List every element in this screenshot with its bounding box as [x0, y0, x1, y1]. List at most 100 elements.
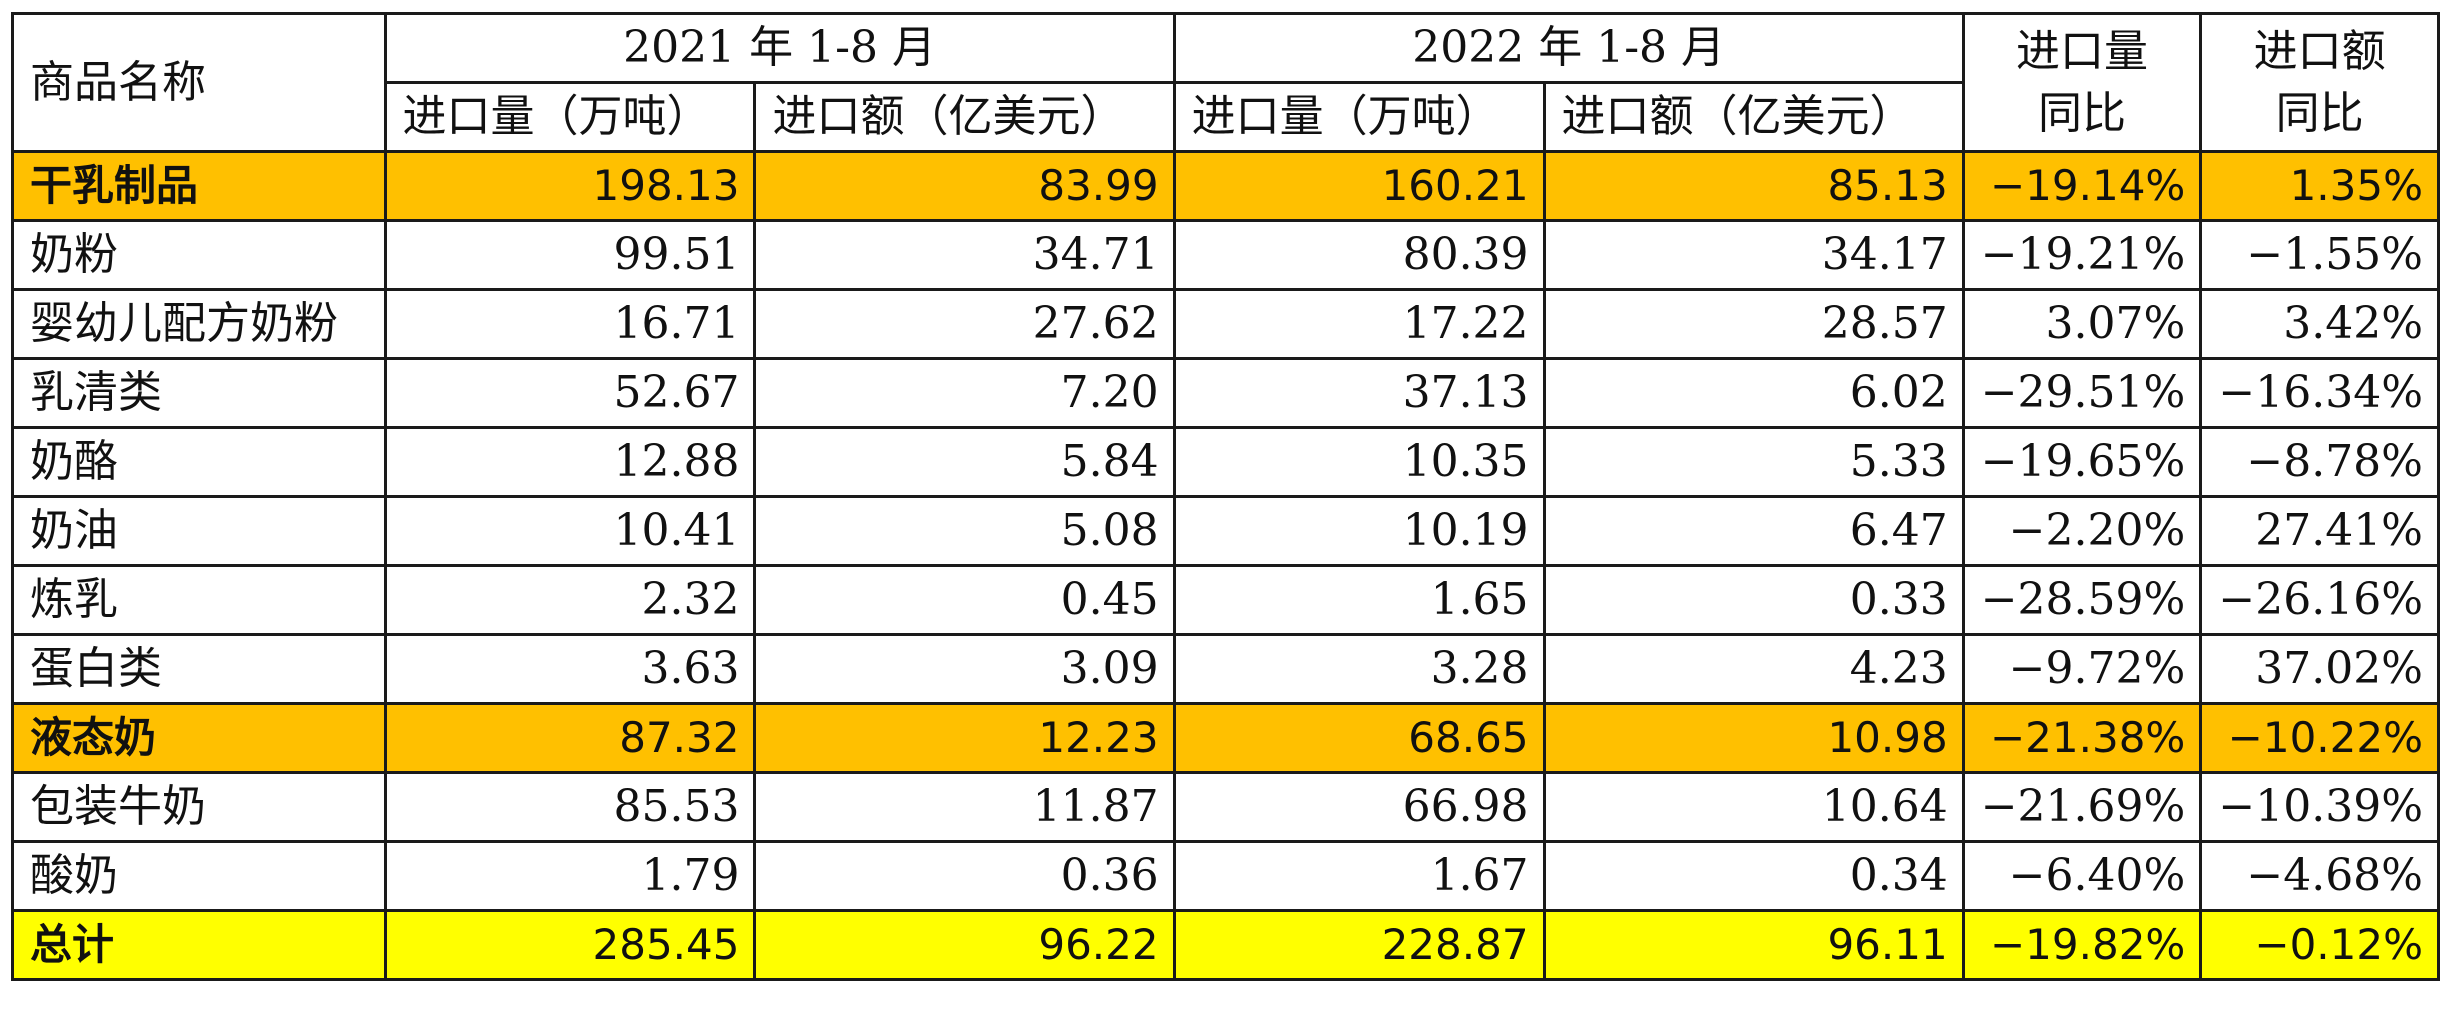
product-name-cell: 炼乳 — [11, 564, 387, 636]
import-qty-2022-cell: 10.19 — [1172, 495, 1546, 567]
import-value-2022-cell: 10.64 — [1542, 771, 1965, 843]
import-qty-yoy-cell: −19.21% — [1961, 219, 2203, 291]
header-qty-yoy: 进口量 同比 — [1961, 12, 2203, 153]
total-row: 总计 285.45 96.22 228.87 96.11 −19.82% −0.12% — [11, 909, 2440, 981]
import-qty-2021-cell: 1.79 — [383, 840, 757, 912]
subtotal-row: 干乳制品 198.13 83.99 160.21 85.13 −19.14% 1.35% — [11, 150, 2440, 222]
header-name: 商品名称 — [11, 12, 387, 153]
product-name-cell: 婴幼儿配方奶粉 — [11, 288, 387, 360]
import-value-2022-cell: 10.98 — [1542, 702, 1965, 774]
import-qty-yoy-cell: −29.51% — [1961, 357, 2203, 429]
header-val-yoy-line2: 同比 — [2275, 87, 2364, 139]
import-value-yoy-cell: −0.12% — [2199, 909, 2440, 981]
import-value-2021-cell: 5.08 — [753, 495, 1176, 567]
import-qty-yoy-cell: −28.59% — [1961, 564, 2203, 636]
table-row: 奶酪 12.88 5.84 10.35 5.33 −19.65% −8.78% — [11, 426, 2440, 498]
import-qty-2021-cell: 87.32 — [383, 702, 757, 774]
header-val-yoy-line1: 进口额 — [2253, 25, 2386, 77]
product-name-cell: 总计 — [11, 909, 387, 981]
product-name-cell: 奶酪 — [11, 426, 387, 498]
import-value-2022-cell: 96.11 — [1542, 909, 1965, 981]
header-qty-2021: 进口量（万吨） — [383, 81, 757, 153]
header-qty-yoy-line1: 进口量 — [2016, 25, 2148, 77]
table-row: 奶油 10.41 5.08 10.19 6.47 −2.20% 27.41% — [11, 495, 2440, 567]
import-value-2022-cell: 6.02 — [1542, 357, 1965, 429]
import-qty-2022-cell: 68.65 — [1172, 702, 1546, 774]
import-qty-yoy-cell: −9.72% — [1961, 633, 2203, 705]
import-value-yoy-cell: 27.41% — [2199, 495, 2440, 567]
import-value-yoy-cell: 3.42% — [2199, 288, 2440, 360]
table-row: 婴幼儿配方奶粉 16.71 27.62 17.22 28.57 3.07% 3.42% — [11, 288, 2440, 360]
import-qty-2021-cell: 12.88 — [383, 426, 757, 498]
import-qty-2021-cell: 2.32 — [383, 564, 757, 636]
import-value-2021-cell: 0.45 — [753, 564, 1176, 636]
table-row: 炼乳 2.32 0.45 1.65 0.33 −28.59% −26.16% — [11, 564, 2440, 636]
import-qty-2022-cell: 160.21 — [1172, 150, 1546, 222]
table-row: 蛋白类 3.63 3.09 3.28 4.23 −9.72% 37.02% — [11, 633, 2440, 705]
product-name-cell: 乳清类 — [11, 357, 387, 429]
import-qty-2022-cell: 1.65 — [1172, 564, 1546, 636]
import-qty-2021-cell: 3.63 — [383, 633, 757, 705]
import-value-yoy-cell: −26.16% — [2199, 564, 2440, 636]
import-qty-2022-cell: 3.28 — [1172, 633, 1546, 705]
import-qty-yoy-cell: −21.38% — [1961, 702, 2203, 774]
product-name-cell: 蛋白类 — [11, 633, 387, 705]
import-qty-2022-cell: 37.13 — [1172, 357, 1546, 429]
import-value-yoy-cell: −1.55% — [2199, 219, 2440, 291]
import-value-2021-cell: 27.62 — [753, 288, 1176, 360]
import-value-2021-cell: 7.20 — [753, 357, 1176, 429]
import-value-2022-cell: 34.17 — [1542, 219, 1965, 291]
import-qty-yoy-cell: −21.69% — [1961, 771, 2203, 843]
import-value-yoy-cell: −8.78% — [2199, 426, 2440, 498]
import-qty-2022-cell: 10.35 — [1172, 426, 1546, 498]
import-qty-2021-cell: 16.71 — [383, 288, 757, 360]
import-qty-yoy-cell: −6.40% — [1961, 840, 2203, 912]
import-value-yoy-cell: 37.02% — [2199, 633, 2440, 705]
import-qty-2021-cell: 85.53 — [383, 771, 757, 843]
product-name-cell: 干乳制品 — [11, 150, 387, 222]
import-value-yoy-cell: −10.22% — [2199, 702, 2440, 774]
table-row: 乳清类 52.67 7.20 37.13 6.02 −29.51% −16.34% — [11, 357, 2440, 429]
header-period-2021: 2021 年 1-8 月 — [383, 12, 1176, 84]
import-value-2022-cell: 0.33 — [1542, 564, 1965, 636]
import-value-2022-cell: 85.13 — [1542, 150, 1965, 222]
import-qty-2021-cell: 52.67 — [383, 357, 757, 429]
product-name-cell: 包装牛奶 — [11, 771, 387, 843]
dairy-import-table: 商品名称 2021 年 1-8 月 2022 年 1-8 月 进口量 同比 进口… — [11, 12, 2440, 981]
import-qty-yoy-cell: 3.07% — [1961, 288, 2203, 360]
product-name-cell: 液态奶 — [11, 702, 387, 774]
import-value-2022-cell: 28.57 — [1542, 288, 1965, 360]
import-value-2022-cell: 6.47 — [1542, 495, 1965, 567]
import-value-2021-cell: 3.09 — [753, 633, 1176, 705]
header-qty-2022: 进口量（万吨） — [1172, 81, 1546, 153]
table-body: 干乳制品 198.13 83.99 160.21 85.13 −19.14% 1.35% 奶粉… — [11, 150, 2440, 981]
import-qty-yoy-cell: −2.20% — [1961, 495, 2203, 567]
product-name-cell: 酸奶 — [11, 840, 387, 912]
header-val-yoy: 进口额 同比 — [2199, 12, 2440, 153]
product-name-cell: 奶粉 — [11, 219, 387, 291]
product-name-cell: 奶油 — [11, 495, 387, 567]
table-row: 奶粉 99.51 34.71 80.39 34.17 −19.21% −1.55% — [11, 219, 2440, 291]
table-row: 酸奶 1.79 0.36 1.67 0.34 −6.40% −4.68% — [11, 840, 2440, 912]
table-container: 商品名称 2021 年 1-8 月 2022 年 1-8 月 进口量 同比 进口… — [11, 12, 2440, 981]
import-value-2022-cell: 5.33 — [1542, 426, 1965, 498]
import-value-2022-cell: 0.34 — [1542, 840, 1965, 912]
import-qty-2022-cell: 228.87 — [1172, 909, 1546, 981]
import-qty-2022-cell: 66.98 — [1172, 771, 1546, 843]
header-val-2021: 进口额（亿美元） — [753, 81, 1176, 153]
import-qty-2021-cell: 99.51 — [383, 219, 757, 291]
import-qty-2022-cell: 17.22 — [1172, 288, 1546, 360]
import-value-2021-cell: 0.36 — [753, 840, 1176, 912]
import-value-2021-cell: 11.87 — [753, 771, 1176, 843]
header-qty-yoy-line2: 同比 — [2038, 87, 2126, 139]
import-qty-2021-cell: 198.13 — [383, 150, 757, 222]
header-row-1: 商品名称 2021 年 1-8 月 2022 年 1-8 月 进口量 同比 进口… — [11, 12, 2440, 153]
import-value-yoy-cell: −16.34% — [2199, 357, 2440, 429]
subtotal-row: 液态奶 87.32 12.23 68.65 10.98 −21.38% −10.22% — [11, 702, 2440, 774]
header-val-2022: 进口额（亿美元） — [1542, 81, 1965, 153]
import-value-2021-cell: 34.71 — [753, 219, 1176, 291]
import-qty-yoy-cell: −19.65% — [1961, 426, 2203, 498]
import-value-2021-cell: 5.84 — [753, 426, 1176, 498]
import-value-yoy-cell: −10.39% — [2199, 771, 2440, 843]
import-qty-yoy-cell: −19.82% — [1961, 909, 2203, 981]
